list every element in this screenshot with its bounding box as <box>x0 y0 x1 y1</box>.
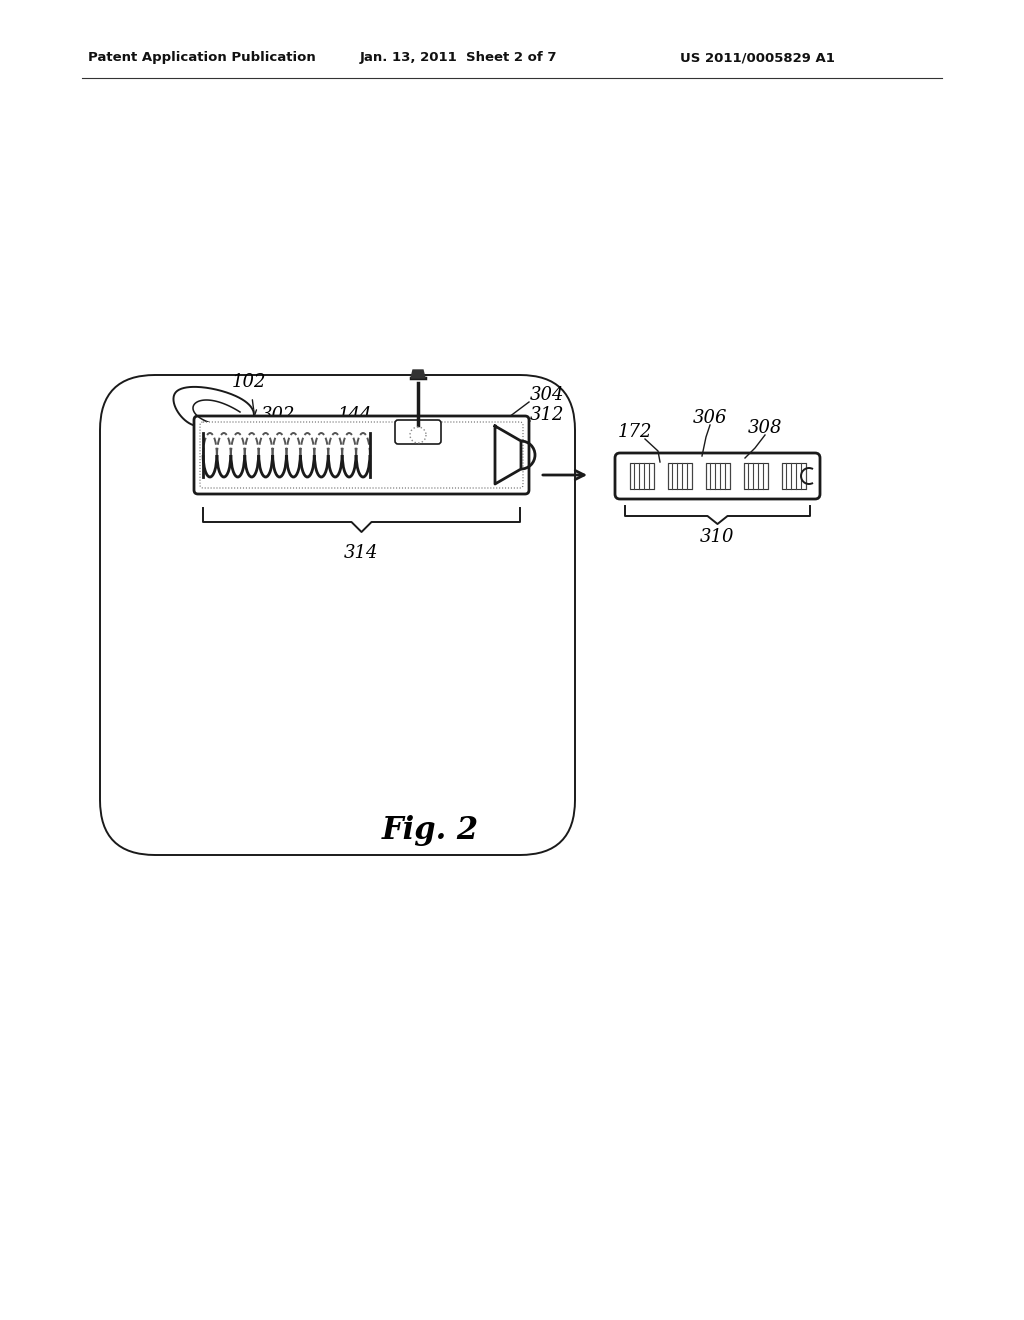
Text: 144: 144 <box>338 407 373 424</box>
Polygon shape <box>495 426 521 484</box>
Text: 304: 304 <box>530 385 564 404</box>
Text: 312: 312 <box>530 407 564 424</box>
Text: 308: 308 <box>748 418 782 437</box>
FancyBboxPatch shape <box>100 375 575 855</box>
Text: 172: 172 <box>617 422 652 441</box>
Polygon shape <box>411 370 425 378</box>
Text: US 2011/0005829 A1: US 2011/0005829 A1 <box>680 51 835 65</box>
Text: 314: 314 <box>344 544 379 562</box>
FancyBboxPatch shape <box>194 416 529 494</box>
Text: 302: 302 <box>261 407 295 424</box>
Bar <box>668 463 691 488</box>
Text: 306: 306 <box>693 409 727 426</box>
Text: Patent Application Publication: Patent Application Publication <box>88 51 315 65</box>
Text: Jan. 13, 2011  Sheet 2 of 7: Jan. 13, 2011 Sheet 2 of 7 <box>360 51 557 65</box>
FancyBboxPatch shape <box>200 422 523 488</box>
Bar <box>743 463 768 488</box>
FancyBboxPatch shape <box>615 453 820 499</box>
Bar <box>630 463 653 488</box>
Bar <box>706 463 729 488</box>
Text: Fig. 2: Fig. 2 <box>381 814 478 846</box>
Text: 102: 102 <box>232 374 266 391</box>
Bar <box>781 463 806 488</box>
Text: 310: 310 <box>700 528 735 546</box>
Polygon shape <box>173 387 254 428</box>
FancyBboxPatch shape <box>395 420 441 444</box>
